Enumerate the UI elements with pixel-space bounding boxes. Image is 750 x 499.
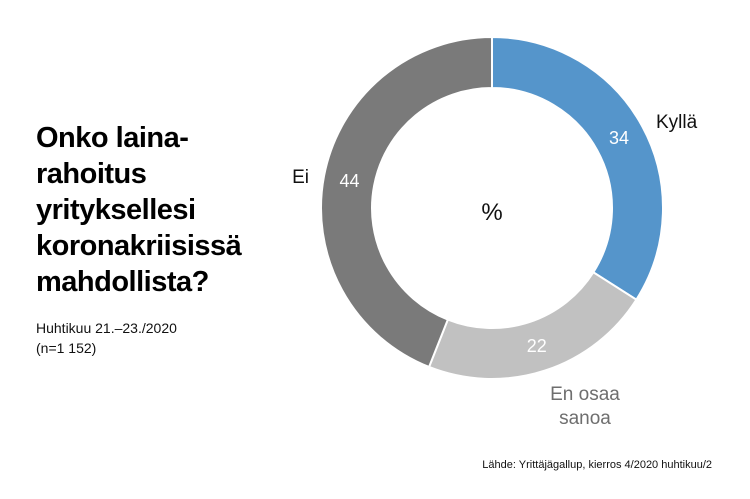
sample-size: (n=1 152) [36,340,97,356]
chart-title-line: yrityksellesi [36,194,196,226]
category-label: En osaa [550,384,620,405]
chart-title: Onko laina- rahoitus yrityksellesi koron… [36,120,266,300]
slice-value-label: 22 [527,336,547,356]
chart-title-line: koronakriisissä [36,230,242,262]
category-label: Kyllä [656,112,698,133]
center-unit-label: % [481,199,502,226]
donut-slice-1 [427,270,638,380]
chart-subtitle: Huhtikuu 21.–23./2020 (n=1 152) [36,318,177,358]
source-note: Lähde: Yrittäjägallup, kierros 4/2020 hu… [482,459,712,471]
category-label: sanoa [559,408,611,429]
chart-title-line: rahoitus [36,158,147,190]
donut-slice-2 [320,35,493,369]
slice-value-label: 44 [340,171,360,191]
chart-title-line: Onko laina- [36,122,189,154]
donut-slice-0 [491,35,664,302]
chart-title-line: mahdollista? [36,266,209,298]
survey-date: Huhtikuu 21.–23./2020 [36,320,177,336]
slice-value-label: 34 [609,128,629,148]
category-label: Ei [292,167,309,188]
